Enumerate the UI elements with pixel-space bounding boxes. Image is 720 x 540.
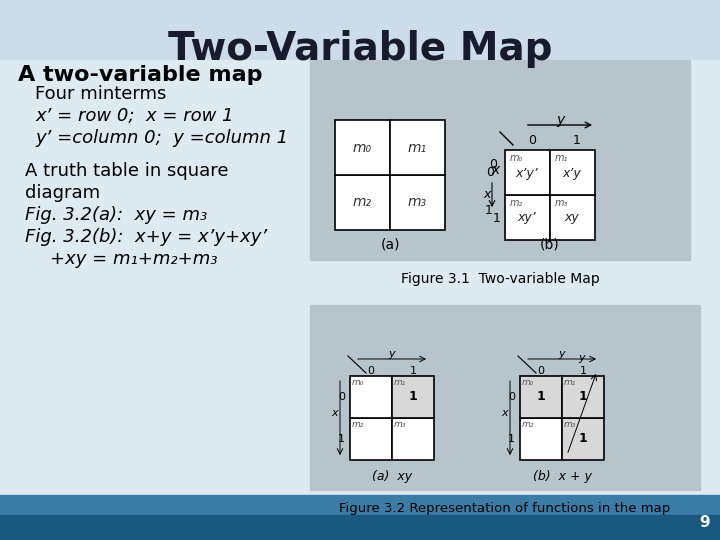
Text: A two-variable map: A two-variable map — [18, 65, 263, 85]
Text: (a): (a) — [380, 238, 400, 252]
Text: 1: 1 — [485, 204, 493, 217]
Text: x: x — [502, 408, 508, 418]
Text: x: x — [483, 188, 491, 201]
Text: m₂: m₂ — [522, 420, 534, 429]
Text: (a)  xy: (a) xy — [372, 470, 412, 483]
Text: 0: 0 — [486, 166, 494, 179]
Text: m₀: m₀ — [352, 378, 364, 387]
Bar — [350, 418, 392, 460]
Bar — [335, 175, 390, 230]
Bar — [550, 150, 595, 195]
Text: xy: xy — [564, 212, 580, 225]
Text: 1: 1 — [579, 433, 588, 446]
Text: Figure 3.1  Two-variable Map: Figure 3.1 Two-variable Map — [400, 272, 599, 286]
Text: m₁: m₁ — [564, 378, 577, 387]
Bar — [550, 195, 595, 240]
Text: y: y — [579, 353, 585, 363]
Text: 1: 1 — [409, 390, 418, 403]
Text: (b): (b) — [540, 238, 560, 252]
Text: Fig. 3.2(a):  xy = m₃: Fig. 3.2(a): xy = m₃ — [25, 206, 207, 224]
Text: 1: 1 — [493, 212, 501, 225]
Bar — [350, 376, 392, 418]
Text: +xy = m₁+m₂+m₃: +xy = m₁+m₂+m₃ — [50, 250, 217, 268]
Text: m₂: m₂ — [510, 198, 523, 208]
Text: y: y — [559, 349, 565, 359]
Text: 0: 0 — [538, 366, 544, 376]
Text: 1: 1 — [573, 133, 581, 146]
Text: xy’: xy’ — [518, 212, 536, 225]
Text: 1: 1 — [508, 434, 515, 444]
Text: Four minterms: Four minterms — [35, 85, 166, 103]
Text: 1: 1 — [410, 366, 416, 376]
Text: 1: 1 — [579, 390, 588, 403]
Text: m₀: m₀ — [522, 378, 534, 387]
Text: m₁: m₁ — [394, 378, 406, 387]
Text: y: y — [389, 349, 395, 359]
Text: m₂: m₂ — [353, 195, 372, 210]
Bar — [335, 120, 390, 175]
Bar — [562, 376, 604, 418]
Text: 0: 0 — [338, 392, 345, 402]
Bar — [392, 376, 434, 418]
Text: m₃: m₃ — [408, 195, 427, 210]
Bar — [520, 376, 562, 418]
Text: 9: 9 — [699, 515, 710, 530]
Text: (b)  x + y: (b) x + y — [533, 470, 591, 483]
Bar — [0, 515, 720, 540]
Bar — [310, 305, 700, 490]
Text: x’y’: x’y’ — [516, 166, 539, 179]
Text: 0: 0 — [508, 392, 515, 402]
Bar — [392, 418, 434, 460]
Bar — [505, 150, 550, 195]
Text: x: x — [332, 408, 338, 418]
Text: x’ = row 0;  x = row 1: x’ = row 0; x = row 1 — [35, 107, 233, 125]
Text: x’y: x’y — [562, 166, 581, 179]
Text: Two-Variable Map: Two-Variable Map — [168, 30, 552, 68]
Text: m₃: m₃ — [555, 198, 568, 208]
Bar — [520, 418, 562, 460]
Text: m₃: m₃ — [394, 420, 406, 429]
Text: diagram: diagram — [25, 184, 100, 202]
Text: m₀: m₀ — [353, 140, 372, 154]
Text: x: x — [491, 163, 499, 177]
Text: 0: 0 — [367, 366, 374, 376]
Text: m₁: m₁ — [555, 153, 568, 163]
Text: y’ =column 0;  y =column 1: y’ =column 0; y =column 1 — [35, 129, 288, 147]
Bar — [562, 418, 604, 460]
Text: Figure 3.2 Representation of functions in the map: Figure 3.2 Representation of functions i… — [339, 502, 670, 515]
Text: m₁: m₁ — [408, 140, 427, 154]
Bar — [0, 60, 720, 540]
Text: 1: 1 — [338, 434, 345, 444]
Bar — [310, 60, 690, 260]
Bar — [505, 195, 550, 240]
Text: m₃: m₃ — [564, 420, 577, 429]
Text: 0: 0 — [528, 133, 536, 146]
Text: m₂: m₂ — [352, 420, 364, 429]
Text: A truth table in square: A truth table in square — [25, 162, 228, 180]
Text: Fig. 3.2(b):  x+y = x’y+xy’: Fig. 3.2(b): x+y = x’y+xy’ — [25, 228, 267, 246]
Text: 1: 1 — [536, 390, 545, 403]
Bar — [0, 495, 720, 540]
Bar — [390, 120, 445, 175]
Text: m₀: m₀ — [510, 153, 523, 163]
Bar — [390, 175, 445, 230]
Text: 1: 1 — [580, 366, 587, 376]
Text: y: y — [556, 113, 564, 127]
Text: 0: 0 — [489, 159, 497, 172]
